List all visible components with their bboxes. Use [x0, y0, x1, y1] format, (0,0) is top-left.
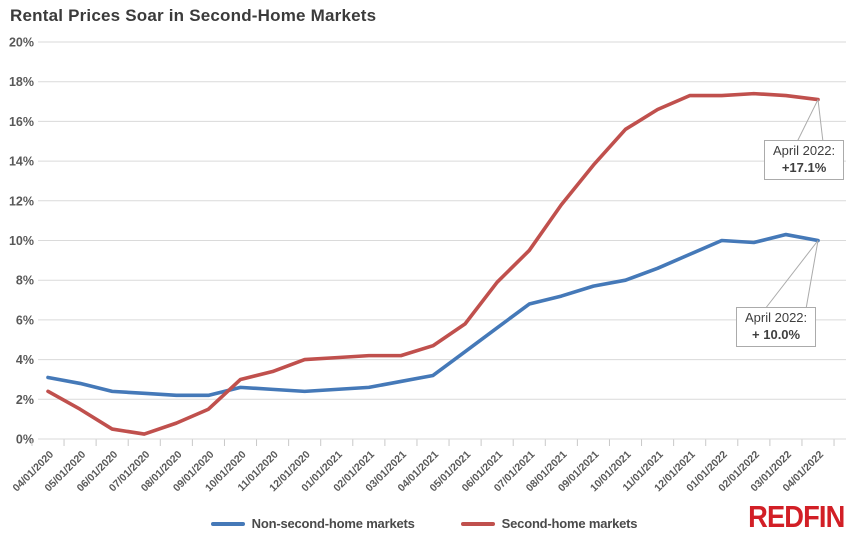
callout-second-home-april-2022: April 2022: +17.1% [764, 140, 845, 180]
y-axis-tick-label: 2% [16, 393, 34, 407]
y-axis-tick-label: 12% [9, 194, 34, 208]
callout-label: April 2022: [745, 310, 808, 325]
chart-title: Rental Prices Soar in Second-Home Market… [10, 6, 377, 25]
redfin-logo: REDFIN [747, 499, 845, 534]
series-line-non-second-home [46, 232, 820, 398]
series-line-second-home [46, 91, 820, 436]
y-axis-tick-label: 14% [9, 155, 34, 169]
y-axis-tick-label: 16% [9, 115, 34, 129]
y-axis-tick-label: 8% [16, 274, 34, 288]
y-axis-tick-label: 4% [16, 353, 34, 367]
y-axis-tick-label: 18% [9, 75, 34, 89]
callout-value: + 10.0% [752, 326, 801, 342]
y-axis-tick-label: 10% [9, 234, 34, 248]
y-axis-tick-label: 0% [16, 433, 34, 447]
y-axis-tick-label: 6% [16, 313, 34, 327]
callout-non-second-home-april-2022: April 2022: + 10.0% [736, 307, 817, 347]
callout-value: +17.1% [781, 159, 827, 175]
y-axis-tick-label: 20% [9, 36, 34, 50]
callout-label: April 2022: [773, 143, 836, 158]
